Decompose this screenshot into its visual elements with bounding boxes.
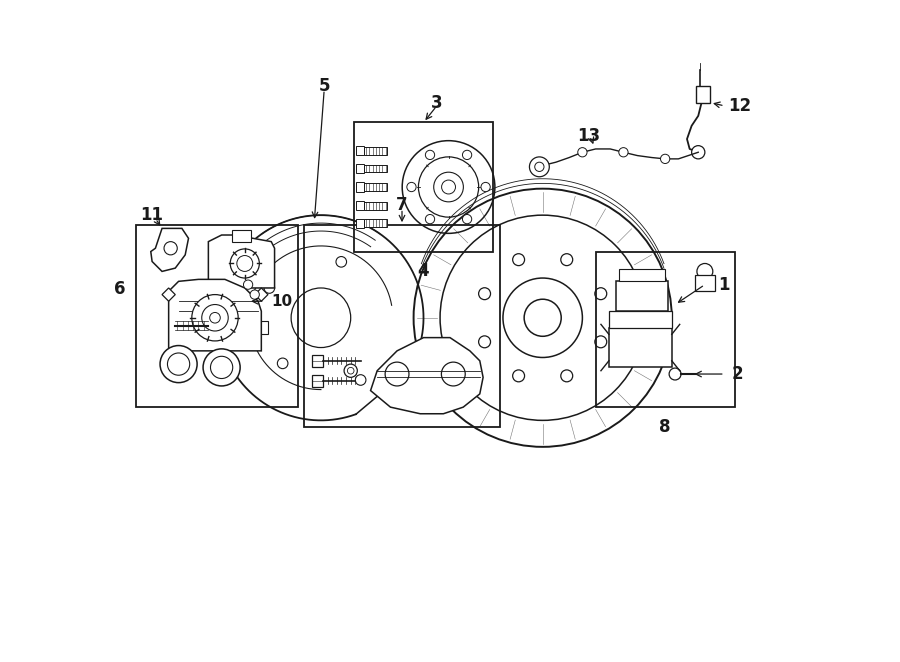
Circle shape (277, 358, 288, 369)
Circle shape (356, 375, 366, 385)
Circle shape (250, 290, 259, 299)
Text: 4: 4 (418, 262, 429, 281)
Polygon shape (162, 288, 176, 301)
Circle shape (463, 214, 472, 224)
Bar (356, 182, 364, 192)
Text: 8: 8 (660, 418, 670, 436)
Bar (354, 122, 493, 252)
Polygon shape (168, 279, 261, 351)
Bar (312, 355, 323, 367)
Bar (364, 183, 387, 191)
Text: 3: 3 (431, 93, 443, 112)
Circle shape (691, 146, 705, 159)
Polygon shape (371, 338, 483, 414)
Circle shape (385, 362, 409, 386)
Circle shape (463, 150, 472, 160)
Circle shape (481, 182, 491, 192)
Text: 12: 12 (728, 97, 752, 115)
Circle shape (595, 336, 607, 348)
Bar (596, 252, 734, 407)
Circle shape (203, 349, 240, 386)
Circle shape (479, 288, 490, 300)
Circle shape (561, 254, 572, 265)
Circle shape (426, 150, 435, 160)
Bar (364, 164, 387, 172)
Text: 6: 6 (114, 280, 126, 298)
Circle shape (513, 370, 525, 382)
Circle shape (595, 288, 607, 300)
Circle shape (578, 148, 587, 157)
Circle shape (407, 182, 416, 192)
Bar (697, 86, 709, 103)
Circle shape (426, 214, 435, 224)
Text: 10: 10 (271, 294, 292, 308)
Polygon shape (209, 235, 274, 288)
Text: 11: 11 (140, 206, 164, 224)
Bar (136, 225, 298, 407)
Circle shape (230, 249, 259, 278)
Circle shape (513, 254, 525, 265)
Bar (619, 269, 665, 281)
Circle shape (244, 280, 253, 289)
Circle shape (231, 291, 252, 312)
Bar (231, 230, 251, 242)
Circle shape (529, 157, 549, 177)
Circle shape (669, 368, 681, 380)
Bar (364, 201, 387, 209)
Circle shape (164, 242, 177, 255)
Bar (304, 225, 500, 427)
Text: 9: 9 (239, 335, 250, 354)
Bar (356, 164, 364, 173)
Circle shape (344, 364, 357, 377)
Circle shape (160, 346, 197, 383)
Text: 2: 2 (732, 365, 743, 383)
Bar (695, 275, 715, 291)
Bar (312, 375, 323, 387)
Bar (356, 146, 364, 155)
Circle shape (336, 257, 346, 267)
Bar (616, 281, 669, 311)
Bar (356, 201, 364, 211)
Circle shape (538, 161, 547, 170)
Circle shape (561, 370, 572, 382)
Circle shape (264, 283, 274, 293)
Polygon shape (255, 288, 268, 301)
Polygon shape (151, 228, 188, 271)
Bar (221, 321, 268, 334)
Text: 5: 5 (319, 77, 330, 95)
Bar (364, 146, 387, 154)
Bar (609, 328, 671, 367)
Circle shape (697, 263, 713, 279)
Circle shape (479, 336, 490, 348)
Bar (364, 220, 387, 228)
Circle shape (661, 154, 670, 164)
Bar (609, 311, 671, 328)
Bar (356, 218, 364, 228)
Text: 7: 7 (396, 196, 408, 214)
Text: 1: 1 (718, 275, 730, 294)
Circle shape (441, 362, 465, 386)
Circle shape (619, 148, 628, 157)
Text: 13: 13 (578, 126, 600, 145)
Circle shape (192, 295, 238, 341)
